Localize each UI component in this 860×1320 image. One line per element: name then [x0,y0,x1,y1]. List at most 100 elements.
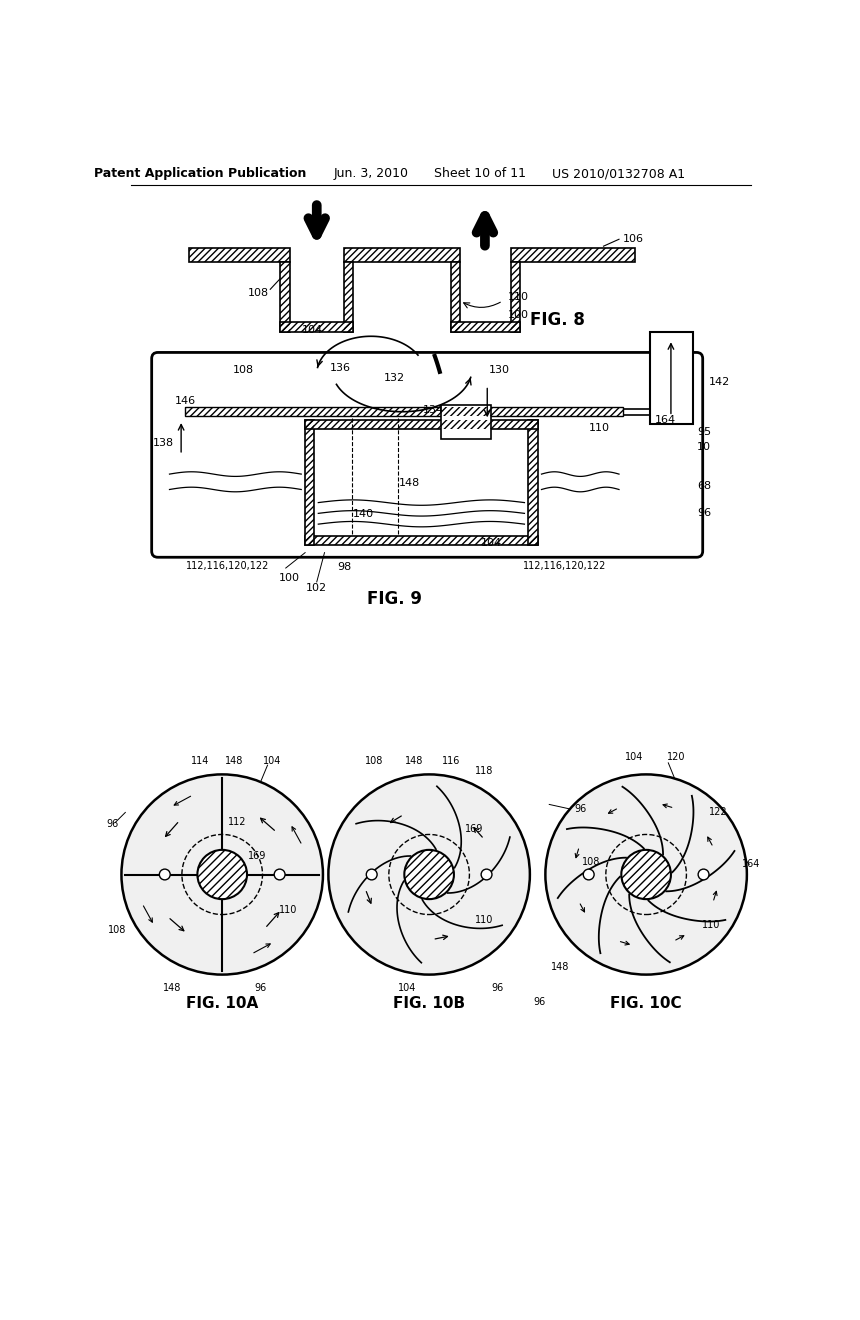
Text: FIG. 10C: FIG. 10C [611,997,682,1011]
Text: FIG. 10B: FIG. 10B [393,997,465,1011]
Text: 96: 96 [574,804,587,814]
Text: 134: 134 [422,405,444,416]
Text: 96: 96 [255,983,267,994]
Bar [280,263,290,331]
Text: 148: 148 [405,755,423,766]
Bar [440,405,491,440]
Text: 169: 169 [249,851,267,862]
Text: 108: 108 [581,858,600,867]
Bar [528,420,538,545]
Text: 96: 96 [492,983,504,994]
Text: FIG. 8: FIG. 8 [530,312,585,329]
Text: 104: 104 [625,752,643,763]
Text: 118: 118 [425,865,444,874]
Text: 112,116,120,122: 112,116,120,122 [523,561,606,572]
Text: 110: 110 [476,915,494,924]
Circle shape [198,850,247,899]
Bar [344,263,353,331]
Text: 104: 104 [481,537,501,548]
Text: 112: 112 [228,817,247,828]
Text: 164: 164 [655,416,676,425]
Bar [280,322,353,331]
Text: 140: 140 [353,510,374,519]
Circle shape [159,869,170,880]
Bar [511,263,519,331]
Text: 108: 108 [248,288,269,298]
Bar [305,420,538,429]
Text: 110: 110 [703,920,721,929]
Text: 114: 114 [191,755,209,766]
Text: Sheet 10 of 11: Sheet 10 of 11 [433,168,525,181]
Circle shape [121,775,323,974]
Text: 96: 96 [533,997,545,1007]
Bar [344,263,353,331]
Bar [650,331,692,424]
Bar [305,536,538,545]
Text: 148: 148 [225,755,243,766]
Text: 106: 106 [623,234,643,244]
Bar [189,248,290,263]
Circle shape [366,869,378,880]
Bar [305,420,538,429]
Circle shape [698,869,709,880]
Circle shape [621,850,671,899]
Text: 10: 10 [697,442,711,453]
Bar [511,263,519,331]
Text: 96: 96 [106,820,119,829]
Text: 98: 98 [337,561,351,572]
Text: US 2010/0132708 A1: US 2010/0132708 A1 [552,168,685,181]
Bar [305,420,315,545]
Text: 122: 122 [710,808,728,817]
Bar [511,248,635,263]
Text: Jun. 3, 2010: Jun. 3, 2010 [334,168,408,181]
Text: 110: 110 [589,422,610,433]
Bar [451,263,460,331]
Bar [305,536,538,545]
Text: 120: 120 [667,752,685,763]
Text: FIG. 9: FIG. 9 [366,590,421,607]
Bar [305,420,315,545]
Bar [185,407,623,416]
Circle shape [404,850,454,899]
Text: 164: 164 [741,859,760,870]
Text: 169: 169 [465,825,483,834]
Text: 118: 118 [476,766,494,776]
Circle shape [545,775,746,974]
Bar [185,407,623,416]
Text: 100: 100 [507,310,529,319]
Circle shape [481,869,492,880]
Bar [451,263,460,331]
Text: 110: 110 [507,292,529,302]
Bar [344,248,460,263]
Text: 95: 95 [697,426,711,437]
Text: 138: 138 [153,438,174,449]
Bar [189,248,290,263]
Text: 108: 108 [232,366,254,375]
Text: 132: 132 [384,372,405,383]
Circle shape [583,869,594,880]
Text: 136: 136 [329,363,351,372]
Text: Patent Application Publication: Patent Application Publication [95,168,307,181]
Text: 142: 142 [710,376,730,387]
Circle shape [329,775,530,974]
Text: 104: 104 [302,325,323,335]
Bar [344,248,460,263]
Text: 104: 104 [263,755,282,766]
Bar [451,322,519,331]
Text: 148: 148 [551,962,569,972]
FancyBboxPatch shape [151,352,703,557]
Text: 100: 100 [280,573,300,583]
Text: 116: 116 [442,755,460,766]
Text: 96: 96 [697,508,711,517]
Circle shape [274,869,285,880]
Text: 110: 110 [279,904,297,915]
Text: 102: 102 [306,583,328,593]
Text: 130: 130 [488,366,509,375]
Text: 148: 148 [163,983,181,994]
Bar [511,248,635,263]
Bar [451,322,519,331]
Text: 108: 108 [108,924,126,935]
Bar [528,420,538,545]
Bar [280,263,290,331]
Text: 148: 148 [399,478,421,488]
